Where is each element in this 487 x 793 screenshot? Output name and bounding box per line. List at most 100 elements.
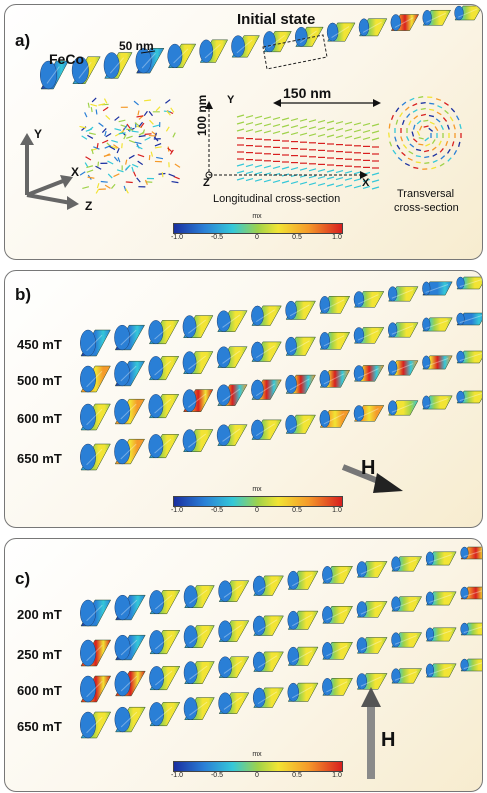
panel-a: a) Initial state FeCo 50 nm 150 nm 100 n… bbox=[4, 4, 483, 260]
length-label: 150 nm bbox=[283, 85, 331, 101]
field-h-label: H bbox=[361, 457, 375, 480]
rod-segment bbox=[80, 676, 110, 702]
rod-segment bbox=[184, 662, 214, 684]
rod-segment bbox=[149, 320, 179, 343]
rod-segment bbox=[253, 688, 283, 708]
rod-segment bbox=[327, 23, 355, 41]
rod-segment bbox=[80, 600, 110, 626]
rod-segment bbox=[80, 712, 110, 738]
rod-segment bbox=[426, 664, 456, 677]
colorbar bbox=[173, 761, 343, 772]
rod-segment bbox=[80, 330, 110, 356]
rod-segment bbox=[217, 425, 247, 446]
rod-segment bbox=[263, 31, 291, 51]
colorbar-tick: 0.5 bbox=[292, 234, 302, 241]
transversal-caption-line2: cross-section bbox=[394, 202, 459, 214]
rod-segment bbox=[388, 323, 418, 338]
rod-segment bbox=[426, 628, 456, 641]
colorbar-title: mx bbox=[252, 751, 261, 758]
rod-segment bbox=[322, 642, 352, 659]
rod-segment bbox=[149, 434, 179, 457]
rod-segment bbox=[320, 332, 350, 349]
rod-segment bbox=[114, 361, 144, 386]
rod-segment bbox=[115, 595, 145, 620]
vector-field-transversal bbox=[389, 97, 461, 170]
rod-segment bbox=[149, 356, 179, 379]
rod-segment bbox=[392, 557, 422, 572]
rod-segment bbox=[115, 707, 145, 732]
rod-segment bbox=[219, 621, 249, 642]
rod-segment bbox=[168, 44, 196, 68]
rod-segment bbox=[115, 671, 145, 696]
rod-segment bbox=[461, 587, 482, 599]
rod-segment bbox=[388, 287, 418, 302]
rod-segment bbox=[80, 366, 110, 392]
rod-segment bbox=[219, 581, 249, 602]
rod-segment bbox=[392, 597, 422, 612]
rod-segment bbox=[354, 327, 384, 343]
colorbar-tick: -0.5 bbox=[211, 772, 223, 779]
rod-segment bbox=[219, 657, 249, 678]
colorbar-tick: -0.5 bbox=[211, 507, 223, 514]
panel-a-label: a) bbox=[15, 31, 30, 51]
rod-segment bbox=[183, 316, 213, 338]
rod-segment bbox=[114, 325, 144, 350]
rod-segment bbox=[217, 311, 247, 332]
field-label-200: 200 mT bbox=[17, 607, 62, 622]
rod-segment bbox=[455, 6, 482, 20]
rod-segment bbox=[80, 444, 110, 470]
field-label-650: 650 mT bbox=[17, 451, 62, 466]
rod-segment bbox=[288, 683, 318, 701]
colorbar-tick: 1.0 bbox=[332, 507, 342, 514]
rod-segment bbox=[80, 404, 110, 430]
rod-segment bbox=[322, 566, 352, 583]
panel-c-label: c) bbox=[15, 569, 30, 589]
rod-segment bbox=[114, 399, 144, 424]
nanowire-row bbox=[80, 547, 482, 626]
rod-segment bbox=[359, 19, 387, 36]
rod-segment bbox=[391, 14, 419, 30]
colorbar-tick: 0 bbox=[255, 772, 259, 779]
rod-segment bbox=[114, 439, 144, 464]
field-label-450: 450 mT bbox=[17, 337, 62, 352]
rod-segment bbox=[217, 347, 247, 368]
colorbar-tick: 0 bbox=[255, 234, 259, 241]
initial-state-title: Initial state bbox=[237, 11, 315, 28]
rod-segment bbox=[392, 669, 422, 684]
colorbar-tick: -1.0 bbox=[171, 507, 183, 514]
rod-segment bbox=[320, 410, 350, 427]
rod-segment bbox=[184, 586, 214, 608]
rod-segment bbox=[422, 356, 452, 369]
nanowire-row bbox=[80, 659, 482, 738]
longitudinal-caption: Longitudinal cross-section bbox=[213, 193, 340, 205]
colorbar-tick: 0 bbox=[255, 507, 259, 514]
rod-segment bbox=[149, 666, 179, 689]
rod-segment bbox=[231, 36, 259, 58]
rod-segment bbox=[288, 571, 318, 589]
rod-segment bbox=[104, 53, 132, 79]
rod-segment bbox=[320, 296, 350, 313]
rod-segment bbox=[286, 375, 316, 393]
rod-segment bbox=[422, 396, 452, 409]
rod-segment bbox=[457, 313, 482, 325]
panel-c: c) 200 mT 250 mT 600 mT 650 mT H mx -1.0… bbox=[4, 538, 483, 792]
colorbar-tick: -1.0 bbox=[171, 234, 183, 241]
rod-segment bbox=[184, 698, 214, 720]
field-label-500: 500 mT bbox=[17, 373, 62, 388]
rod-segment bbox=[354, 405, 384, 421]
colorbar-tick: -0.5 bbox=[211, 234, 223, 241]
axis-z-label: Z bbox=[85, 199, 92, 213]
rod-segment bbox=[322, 606, 352, 623]
vector-field-3d bbox=[79, 98, 179, 194]
field-label-600: 600 mT bbox=[17, 683, 62, 698]
rod-segment bbox=[219, 693, 249, 714]
rod-segment bbox=[388, 361, 418, 376]
rod-segment bbox=[461, 547, 482, 559]
rod-segment bbox=[286, 415, 316, 433]
field-label-250: 250 mT bbox=[17, 647, 62, 662]
panel-b-graphics bbox=[5, 271, 482, 527]
cs-axis-y-label: Y bbox=[227, 94, 234, 106]
rod-segment bbox=[251, 380, 281, 400]
rod-segment bbox=[295, 27, 323, 46]
nanowire-row bbox=[80, 277, 482, 356]
